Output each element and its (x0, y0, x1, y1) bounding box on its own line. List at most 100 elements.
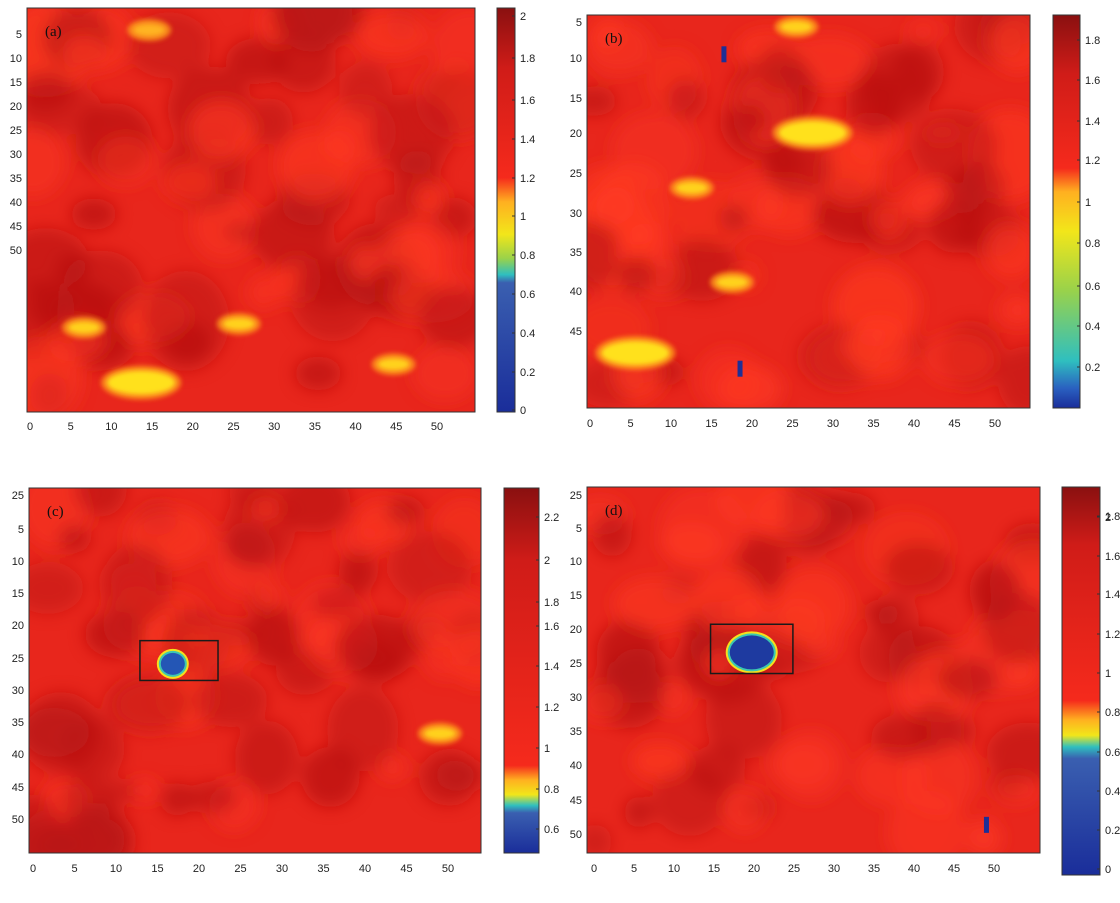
low-texture-blotch (592, 512, 632, 557)
high-texture-blotch (659, 681, 689, 716)
high-texture-blotch (451, 631, 481, 687)
low-value-blob (729, 635, 774, 670)
heatmap-field-b (587, 15, 1030, 408)
x-tick-label: 5 (71, 863, 77, 875)
high-texture-blotch (394, 220, 459, 283)
heatmap-texture (587, 487, 1040, 853)
x-tick-label: 50 (431, 421, 443, 433)
x-tick-label: 20 (748, 863, 760, 875)
low-texture-blotch (339, 61, 393, 118)
low-texture-blotch (865, 599, 899, 627)
colorbar (503, 487, 540, 854)
low-value-blob (160, 652, 185, 675)
low-texture-blotch (302, 256, 360, 310)
high-texture-blotch (753, 489, 824, 540)
low-texture-blotch (224, 525, 272, 566)
low-texture-blotch (311, 587, 361, 621)
y-tick-label: 20 (570, 624, 582, 636)
y-tick-label: 20 (570, 128, 582, 140)
plot-frame (586, 486, 1041, 854)
x-tick-label: 25 (227, 421, 239, 433)
low-texture-blotch (335, 614, 417, 681)
y-tick-label: 45 (12, 782, 24, 794)
high-texture-blotch (587, 683, 624, 722)
high-value-patch (68, 321, 101, 334)
high-value-patch (107, 370, 176, 395)
low-texture-blotch (85, 611, 146, 658)
low-texture-blotch (327, 686, 399, 772)
y-tick-label: 10 (570, 53, 582, 65)
low-texture-blotch (587, 824, 612, 853)
low-texture-blotch (301, 747, 360, 807)
detection-box (709, 623, 794, 675)
low-value-mark (721, 46, 727, 63)
y-tick-label: 20 (12, 620, 24, 632)
low-texture-blotch (587, 86, 617, 116)
colorbar-tick-label: 2 (544, 555, 550, 567)
colorbar-tick-label: 0 (520, 405, 526, 417)
x-tick-label: 25 (788, 863, 800, 875)
low-texture-blotch (59, 716, 125, 782)
colorbar-tick-label: 1.8 (1105, 511, 1120, 523)
detection-box (139, 639, 219, 682)
y-tick-label: 25 (12, 653, 24, 665)
high-value-patch (423, 727, 456, 740)
low-texture-blotch (418, 286, 475, 349)
x-tick-label: 25 (234, 863, 246, 875)
low-texture-blotch (388, 531, 472, 604)
y-tick-label: 10 (12, 556, 24, 568)
y-tick-label: 20 (10, 101, 22, 113)
x-tick-label: 0 (30, 863, 36, 875)
colorbar (1061, 486, 1101, 876)
x-tick-label: 45 (400, 863, 412, 875)
low-texture-blotch (226, 38, 289, 84)
low-texture-blotch (587, 219, 620, 290)
colorbar-tick-label: 0.6 (1105, 747, 1120, 759)
x-tick-label: 15 (151, 863, 163, 875)
high-texture-blotch (768, 598, 826, 642)
colorbar-tick-label: 0.6 (1085, 281, 1100, 293)
low-texture-blotch (71, 198, 117, 230)
x-tick-label: 5 (68, 421, 74, 433)
x-tick-label: 40 (908, 418, 920, 430)
high-texture-blotch (247, 275, 280, 310)
y-tick-label: 15 (570, 590, 582, 602)
low-texture-blotch (27, 70, 74, 113)
low-texture-blotch (997, 345, 1030, 408)
y-tick-label: 25 (10, 125, 22, 137)
colorbar-tick-label: 1.4 (544, 661, 559, 673)
low-texture-blotch (339, 549, 377, 594)
low-texture-blotch (47, 814, 129, 853)
low-texture-blotch (891, 42, 944, 102)
low-texture-blotch (234, 720, 299, 795)
high-texture-blotch (848, 315, 914, 380)
low-texture-blotch (295, 356, 342, 391)
low-texture-blotch (29, 562, 84, 614)
x-tick-label: 0 (591, 863, 597, 875)
low-texture-blotch (911, 109, 998, 183)
high-value-patch (601, 340, 670, 365)
high-value-patch (222, 317, 255, 330)
high-texture-blotch (627, 222, 664, 263)
low-texture-blotch (75, 488, 127, 517)
high-texture-blotch (587, 164, 639, 227)
high-texture-blotch (778, 730, 845, 801)
x-tick-label: 50 (989, 418, 1001, 430)
x-tick-label: 10 (665, 418, 677, 430)
x-tick-label: 20 (187, 421, 199, 433)
x-tick-label: 35 (867, 418, 879, 430)
high-texture-blotch (355, 12, 429, 58)
high-texture-blotch (992, 774, 1040, 805)
low-texture-blotch (912, 701, 958, 754)
low-texture-blotch (419, 749, 477, 806)
low-texture-blotch (846, 72, 903, 136)
high-texture-blotch (27, 128, 66, 198)
x-tick-label: 10 (110, 863, 122, 875)
high-texture-blotch (61, 35, 108, 72)
high-texture-blotch (660, 521, 723, 565)
y-tick-label: 45 (570, 326, 582, 338)
panel-label: (d) (605, 503, 623, 519)
low-texture-blotch (249, 200, 334, 270)
colorbar-tick-label: 0.6 (544, 824, 559, 836)
y-tick-label: 25 (12, 490, 24, 502)
